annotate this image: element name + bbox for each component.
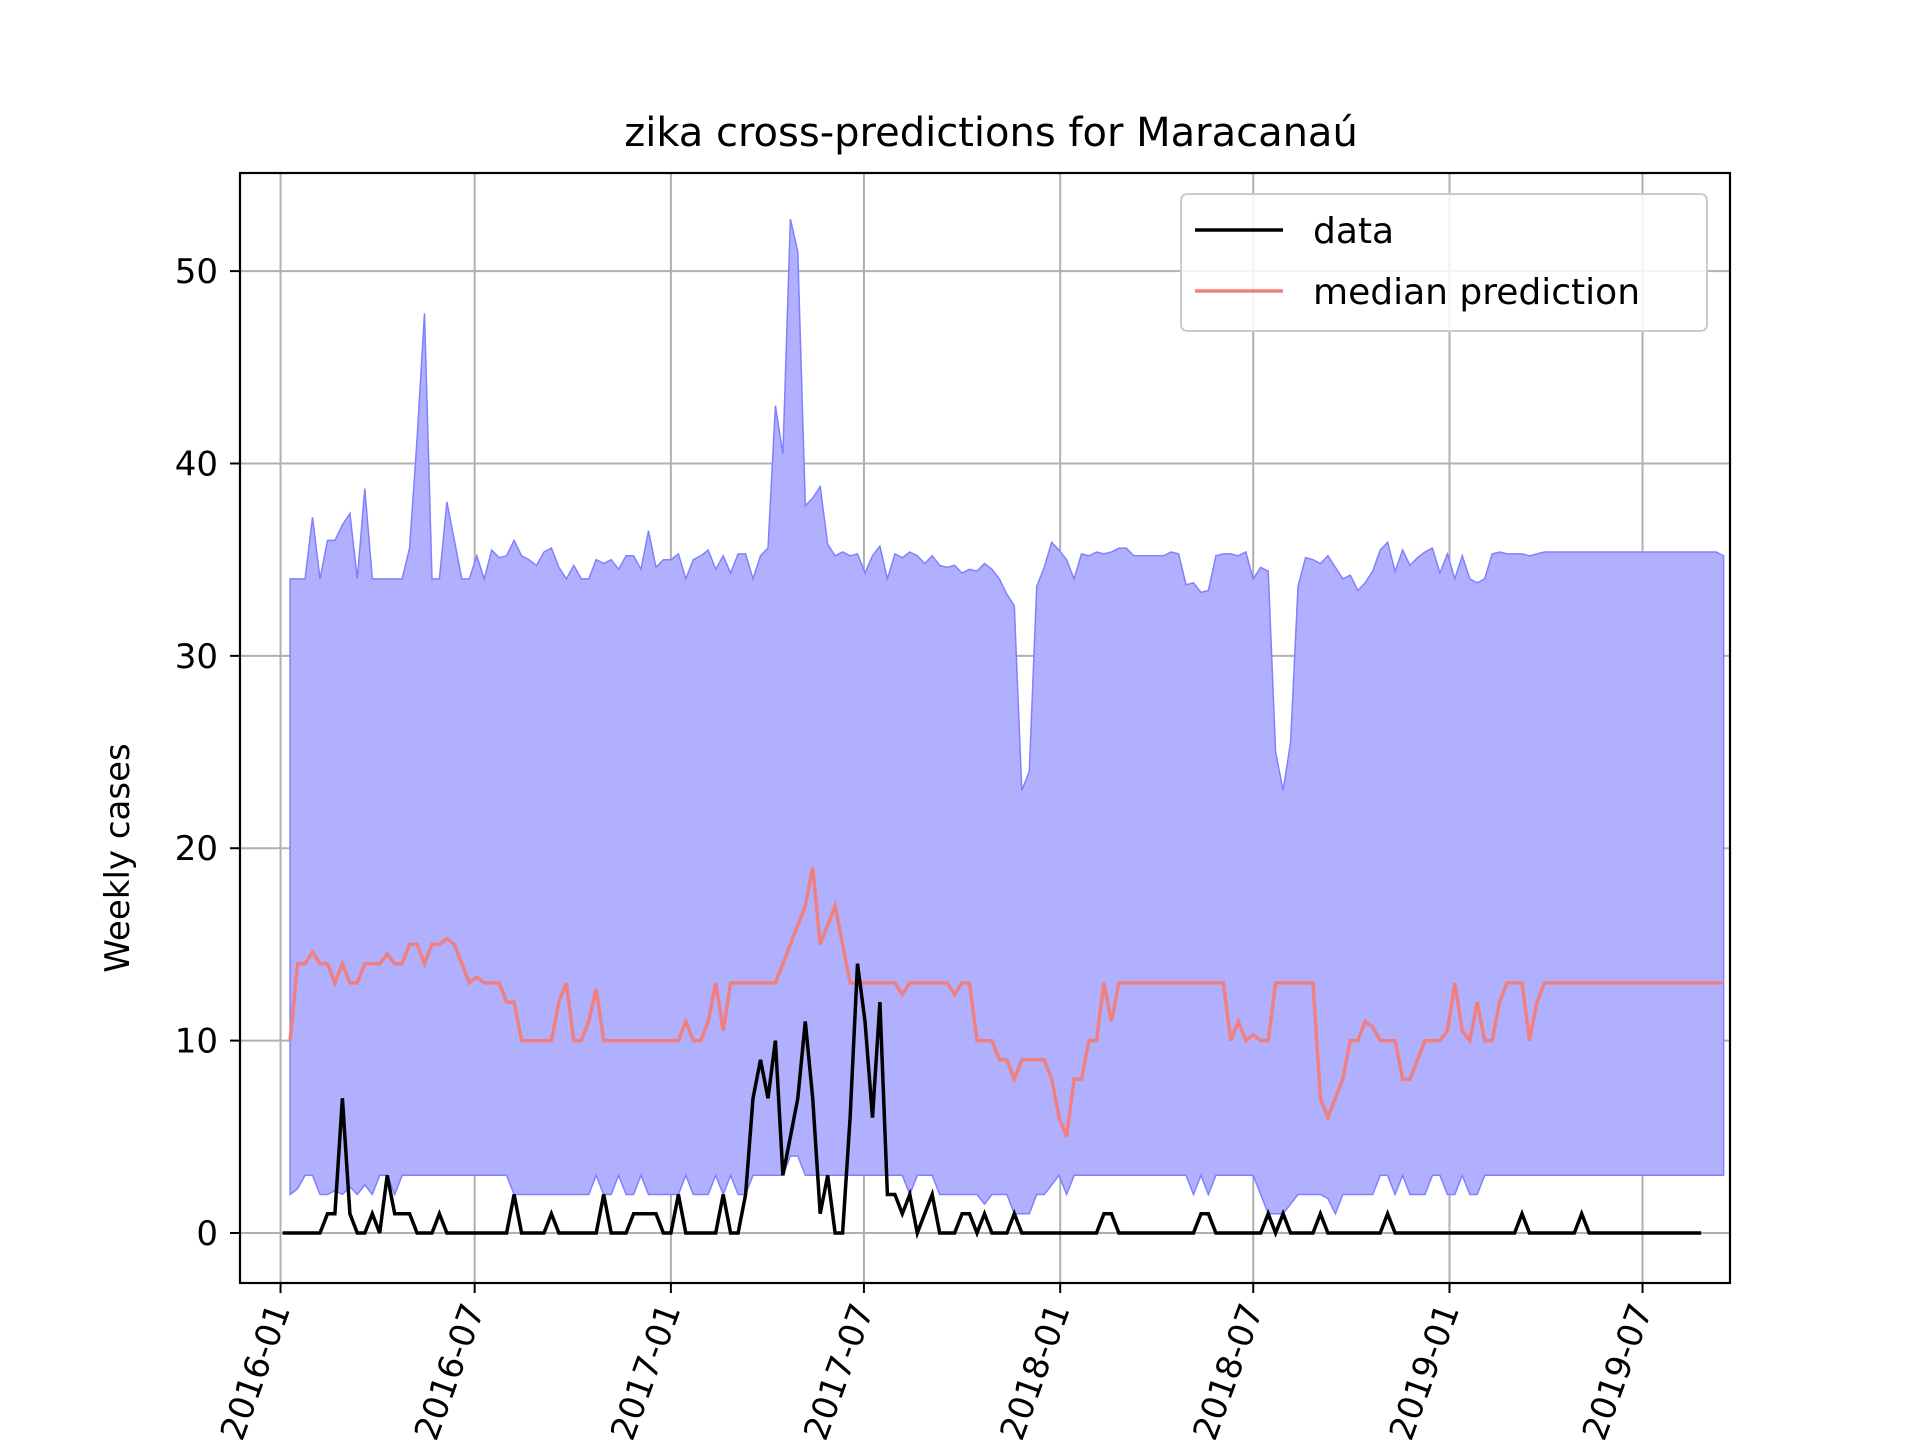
- y-axis-ticks: 0 10 20 30 40 50: [175, 252, 240, 1254]
- y-tick-label: 50: [175, 252, 218, 292]
- prediction-band: [289, 219, 1725, 1216]
- data-line: [282, 963, 1702, 1240]
- plot-frame: [238, 171, 1732, 1285]
- y-tick-label: 40: [175, 444, 218, 484]
- y-axis-label: Weekly cases: [98, 743, 138, 972]
- chart-title: zika cross-predictions for Maracanaú: [624, 110, 1358, 156]
- y-tick-label: 30: [175, 637, 218, 677]
- y-tick-label: 20: [175, 829, 218, 869]
- legend-data-label: data: [1313, 211, 1394, 252]
- legend-median-label: median prediction: [1313, 272, 1640, 313]
- legend: data median prediction: [1180, 193, 1708, 332]
- y-tick-label: 10: [175, 1022, 218, 1062]
- y-tick-label: 0: [196, 1214, 218, 1254]
- legend-box: [1180, 193, 1708, 332]
- median-prediction-line: [288, 867, 1724, 1138]
